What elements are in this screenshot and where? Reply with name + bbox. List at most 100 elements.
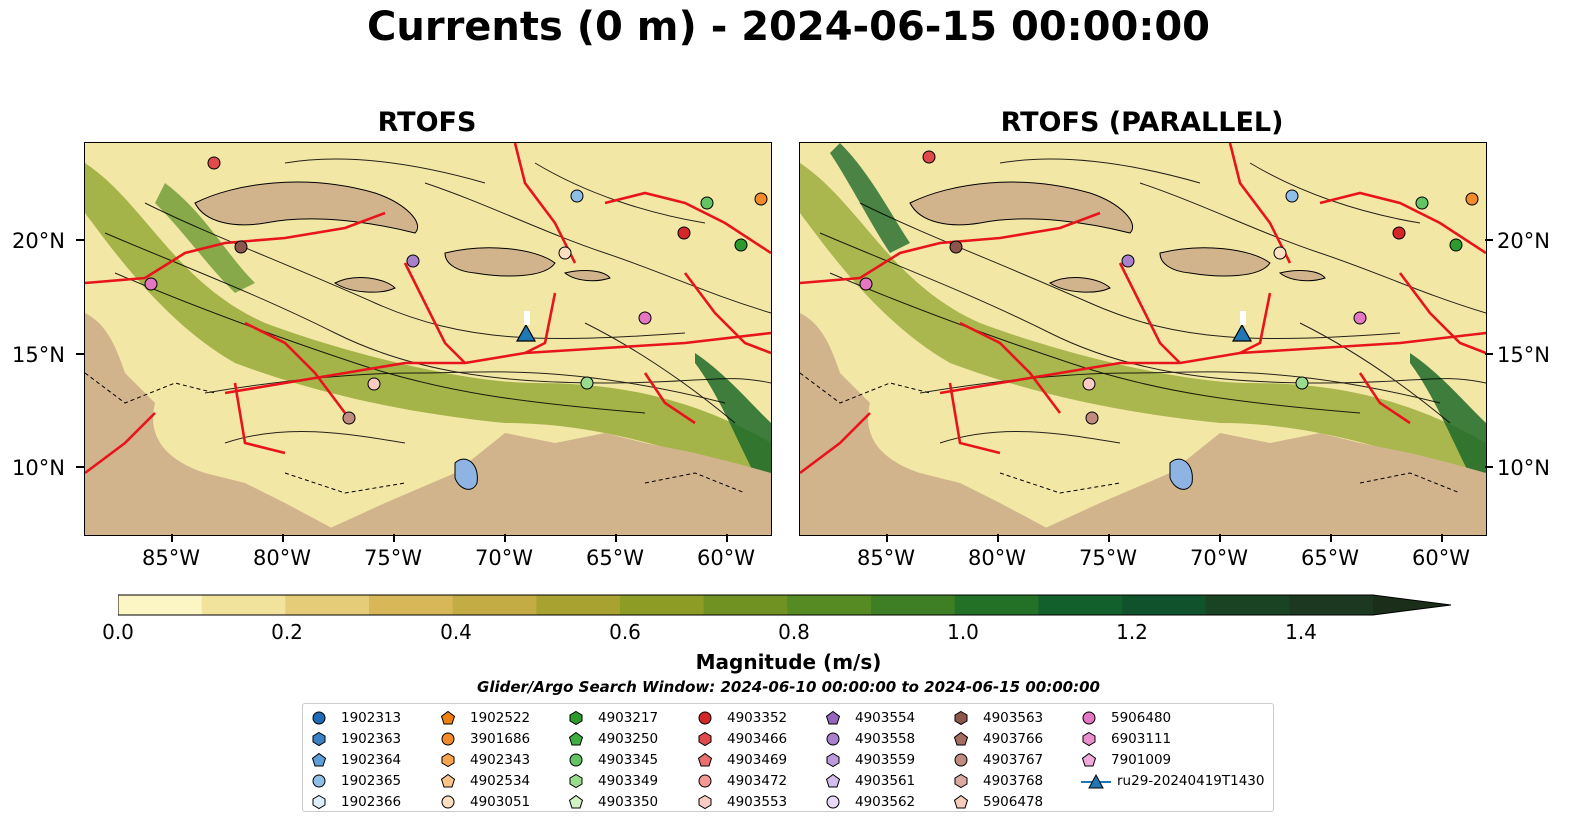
legend-marker-hexagon [1082, 732, 1096, 747]
legend-item: 4903469 [697, 750, 787, 771]
legend-label: 6903111 [1111, 731, 1172, 748]
colorbar-label: Magnitude (m/s) [695, 650, 882, 674]
legend-label: 1902313 [341, 710, 402, 727]
legend-label: 4903554 [855, 710, 916, 727]
legend-label: 4903563 [983, 710, 1044, 727]
legend-marker-circle [441, 732, 455, 746]
legend-marker-pentagon [953, 794, 969, 809]
colorbar-cell [787, 595, 872, 615]
lat-label-15n-right: 15°N [1497, 343, 1550, 367]
legend-item: 4903472 [697, 770, 787, 791]
colorbar-cell [201, 595, 286, 615]
legend-label: 4902534 [470, 772, 531, 789]
legend-marker-hexagon [698, 732, 712, 747]
legend-marker-pentagon [440, 711, 456, 725]
legend-item: 1902365 [311, 770, 401, 791]
search-window-text: Glider/Argo Search Window: 2024-06-10 00… [477, 678, 1100, 696]
colorbar [118, 594, 1452, 616]
legend-column: 4903352 4903466 4903469 4903472 4903553 [697, 708, 787, 812]
legend-label: 4903558 [855, 731, 916, 748]
legend-item: 3901686 [440, 729, 530, 750]
map-panel-rtofs [84, 142, 772, 536]
lat-label-10n-right: 10°N [1497, 456, 1550, 480]
legend-item: 1902363 [311, 729, 401, 750]
legend-item: 4903250 [568, 729, 658, 750]
legend-item: 4903051 [440, 791, 530, 812]
colorbar-extend-arrow [1373, 595, 1451, 615]
legend-column: 4903217 4903250 4903345 4903349 4903350 [568, 708, 658, 812]
legend-marker-circle [826, 795, 840, 809]
legend-label: 1902365 [341, 772, 402, 789]
colorbar-cell [1289, 595, 1374, 615]
map-ticks [76, 239, 1493, 542]
colorbar-cell [871, 595, 956, 615]
legend-item: 4903349 [568, 770, 658, 791]
legend-item: 4903554 [825, 708, 915, 729]
legend-marker-hexagon [569, 773, 583, 788]
colorbar-cell [536, 595, 621, 615]
legend-item: 1902366 [311, 791, 401, 812]
legend-item: 4903466 [697, 729, 787, 750]
legend-marker-hexagon [954, 773, 968, 788]
colorbar-tick-label: 0.0 [102, 620, 134, 644]
legend-marker-hexagon [312, 794, 326, 809]
legend-label: 4903766 [983, 731, 1044, 748]
legend-label: 4903768 [983, 772, 1044, 789]
colorbar-cell [1205, 595, 1290, 615]
panel-title-rtofs: RTOFS [377, 107, 477, 138]
legend-item: 1902522 [440, 708, 530, 729]
legend-item: 4903766 [953, 729, 1043, 750]
lat-label-20n-right: 20°N [1497, 229, 1550, 253]
legend-marker-pentagon [825, 711, 841, 725]
colorbar-tick-label: 1.0 [947, 620, 979, 644]
lon-label-85w: 85°W [142, 546, 200, 570]
lon-label-80w: 80°W [253, 546, 311, 570]
legend-label: 5906478 [983, 793, 1044, 810]
legend-marker-hexagon [569, 711, 583, 726]
legend-label: 4903472 [727, 772, 788, 789]
legend-item: 5906478 [953, 791, 1043, 812]
legend-label: 4903350 [598, 793, 659, 810]
lon-label-60w-right: 60°W [1412, 546, 1470, 570]
legend-label: 4903553 [727, 793, 788, 810]
colorbar-cell [285, 595, 370, 615]
legend-marker-pentagon [311, 752, 327, 767]
panel-title-rtofs-parallel: RTOFS (PARALLEL) [1000, 107, 1284, 138]
lon-label-60w: 60°W [697, 546, 755, 570]
legend-label: 4903466 [727, 731, 788, 748]
legend-label: ru29-20240419T1430 [1117, 772, 1265, 789]
colorbar-cell [452, 595, 537, 615]
legend-item: 6903111 [1081, 729, 1264, 750]
legend-label: 7901009 [1111, 751, 1172, 768]
legend-label: 4903250 [598, 731, 659, 748]
lon-label-65w-right: 65°W [1301, 546, 1359, 570]
legend-item: 4903553 [697, 791, 787, 812]
legend-item: 4902534 [440, 770, 530, 791]
lon-label-75w-right: 75°W [1079, 546, 1137, 570]
legend: 1902313 1902363 1902364 1902365 1902366 19025… [302, 703, 1274, 812]
legend-column: 5906480 6903111 7901009 ru29-20240419T1430 [1081, 708, 1264, 791]
legend-marker-pentagon [825, 773, 841, 788]
colorbar-tick-label: 0.8 [778, 620, 810, 644]
legend-label: 4903767 [983, 751, 1044, 768]
legend-label: 1902522 [470, 710, 531, 727]
legend-marker-circle [698, 774, 712, 788]
legend-marker-hexagon [826, 752, 840, 768]
legend-marker-pentagon [953, 732, 969, 746]
legend-item: 4903352 [697, 708, 787, 729]
legend-label: 4903345 [598, 751, 659, 768]
legend-column: 1902522 3901686 4902343 4902534 4903051 [440, 708, 530, 812]
legend-marker-triangle-line [1081, 773, 1111, 789]
legend-item: 4903768 [953, 770, 1043, 791]
lat-label-15n: 15°N [12, 343, 65, 367]
legend-label: 1902364 [341, 751, 402, 768]
lat-label-20n: 20°N [12, 229, 65, 253]
map-rtofs-graphic [85, 143, 771, 535]
legend-label: 4903349 [598, 772, 659, 789]
lon-label-75w: 75°W [364, 546, 422, 570]
lon-label-85w-right: 85°W [857, 546, 915, 570]
lat-label-10n: 10°N [12, 456, 65, 480]
legend-item: 4903559 [825, 750, 915, 771]
legend-marker-pentagon [697, 752, 713, 767]
legend-label: 1902363 [341, 731, 402, 748]
